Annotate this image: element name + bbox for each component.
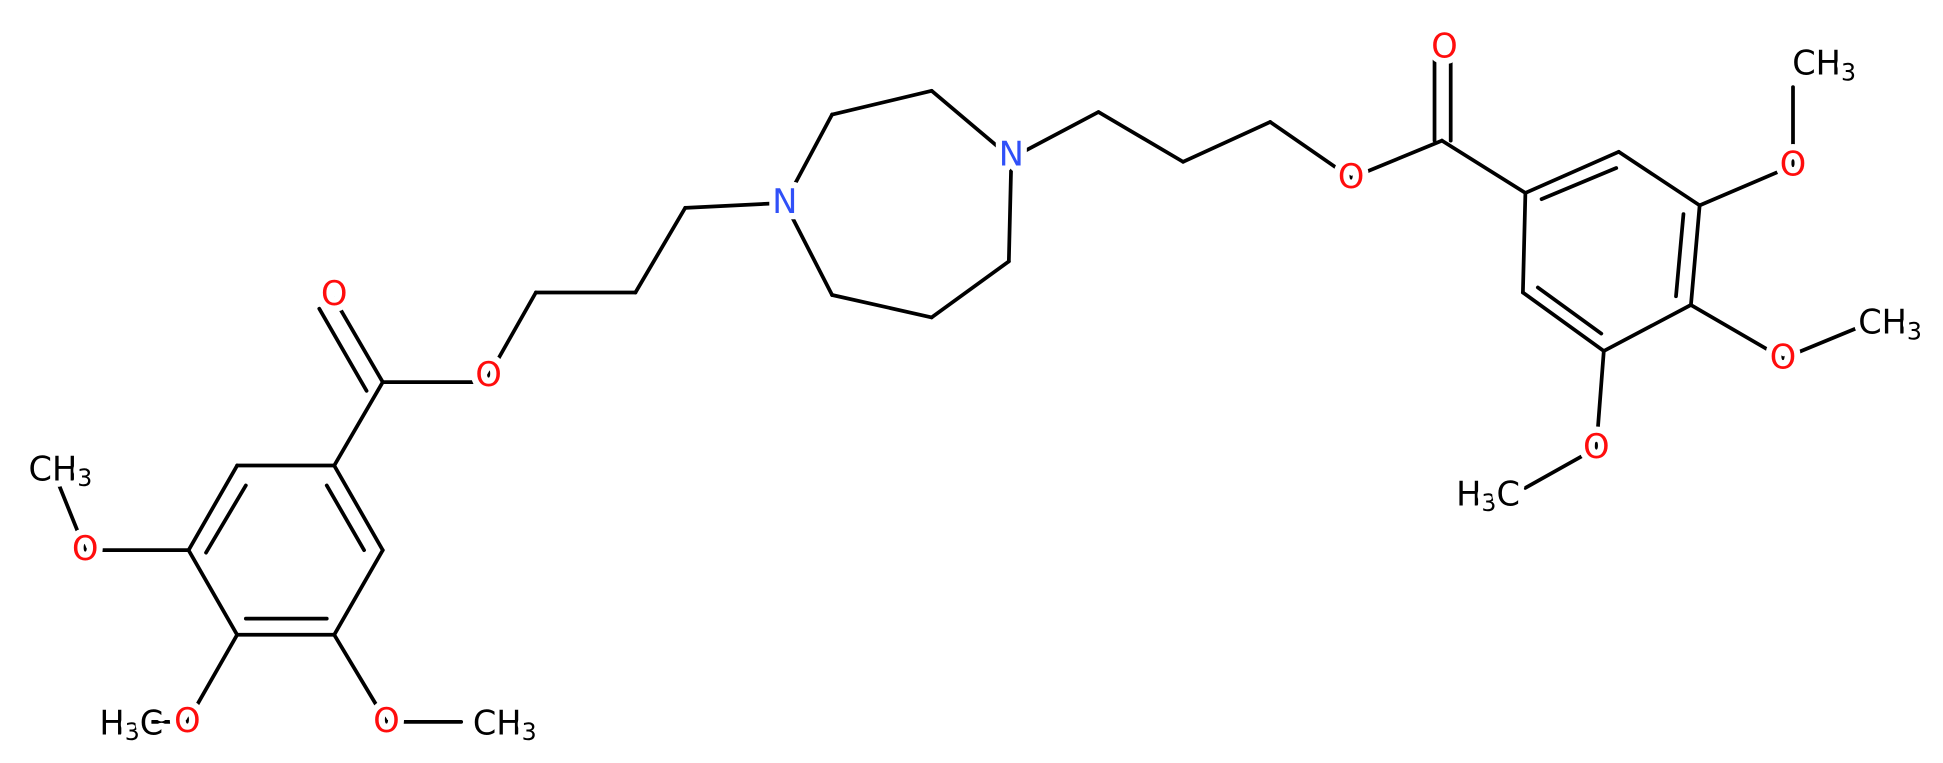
- bond: [332, 296, 385, 384]
- atom-label: N: [772, 181, 797, 220]
- bond: [782, 112, 834, 205]
- atom-label: H3C: [99, 703, 163, 746]
- bond: [1689, 303, 1785, 361]
- atom-symbol: CH: [1858, 302, 1907, 341]
- bond: [185, 632, 239, 724]
- bond: [1096, 110, 1185, 164]
- bond: [332, 632, 389, 724]
- bond: [317, 306, 369, 393]
- atom-symbol: N: [999, 134, 1024, 173]
- atom-label: CH3: [29, 449, 93, 492]
- atom-label: CH3: [473, 703, 537, 746]
- bond: [683, 201, 787, 210]
- atom-label: O: [1431, 26, 1457, 65]
- bonds: [54, 54, 1870, 724]
- bond: [1689, 203, 1702, 307]
- bond: [830, 293, 934, 320]
- atom-symbol: O: [475, 354, 501, 393]
- bond: [54, 477, 88, 553]
- atom-symbol: CH: [29, 449, 78, 488]
- subscript: 3: [1841, 58, 1856, 86]
- atom-label: O: [72, 529, 98, 568]
- atom-symbol: CH: [473, 703, 522, 742]
- bond: [332, 463, 385, 553]
- atom-label: O: [475, 354, 501, 393]
- bond: [332, 380, 385, 468]
- bond: [186, 548, 239, 637]
- bond: [1006, 156, 1014, 264]
- bond: [1521, 290, 1606, 353]
- subscript: 3: [125, 718, 140, 746]
- atom-symbol: C: [140, 703, 163, 742]
- atom-label: O: [1338, 156, 1364, 195]
- bond: [1523, 446, 1599, 490]
- bond: [204, 483, 248, 555]
- atom-symbol: O: [1780, 144, 1806, 183]
- atom-symbol: O: [1431, 26, 1457, 65]
- bond: [1539, 166, 1619, 202]
- subscript: 3: [1481, 489, 1496, 517]
- bond: [1181, 120, 1273, 164]
- atom-symbol: C: [1496, 474, 1519, 513]
- bond: [1674, 212, 1686, 299]
- atom-symbol: O: [1583, 427, 1609, 466]
- atom-label: O: [1770, 337, 1796, 376]
- atom-label: O: [1583, 427, 1609, 466]
- bond: [1349, 138, 1444, 180]
- atom-label: O: [373, 700, 399, 739]
- atom-symbol: O: [72, 529, 98, 568]
- bond: [1601, 303, 1693, 353]
- atom-label: CH3: [1792, 43, 1856, 86]
- atom-label: O: [174, 700, 200, 739]
- bond: [929, 88, 1014, 160]
- atom-label: N: [999, 134, 1024, 173]
- bond: [929, 259, 1011, 320]
- bond: [186, 463, 239, 553]
- bond: [1535, 285, 1604, 336]
- subscript: 3: [77, 464, 92, 492]
- bond: [1268, 120, 1353, 180]
- atom-symbol: O: [174, 700, 200, 739]
- atom-label: H3C: [1456, 474, 1520, 517]
- bond: [332, 548, 385, 637]
- atom-symbol: O: [1770, 337, 1796, 376]
- atom-label: O: [1780, 144, 1806, 183]
- bond: [1440, 138, 1528, 195]
- bond: [1697, 163, 1795, 208]
- atom-symbol: O: [1338, 156, 1364, 195]
- atom-symbol: H: [99, 703, 124, 742]
- atom-symbol: O: [321, 273, 347, 312]
- atom-label: O: [321, 273, 347, 312]
- bond: [1523, 149, 1621, 195]
- bond: [1594, 349, 1606, 450]
- bond: [1521, 191, 1528, 295]
- bond: [782, 201, 834, 297]
- subscript: 3: [1907, 317, 1922, 345]
- atom-symbol: O: [373, 700, 399, 739]
- subscript: 3: [522, 718, 537, 746]
- bond: [1616, 149, 1702, 208]
- bond: [830, 88, 934, 117]
- bond: [633, 205, 688, 295]
- atom-symbol: H: [1456, 474, 1481, 513]
- bond: [1009, 110, 1101, 160]
- atom-symbol: N: [772, 181, 797, 220]
- bond: [486, 290, 538, 378]
- bond: [324, 483, 366, 553]
- atom-label: CH3: [1858, 302, 1922, 345]
- atom-symbol: CH: [1792, 43, 1841, 82]
- bond: [1781, 321, 1870, 361]
